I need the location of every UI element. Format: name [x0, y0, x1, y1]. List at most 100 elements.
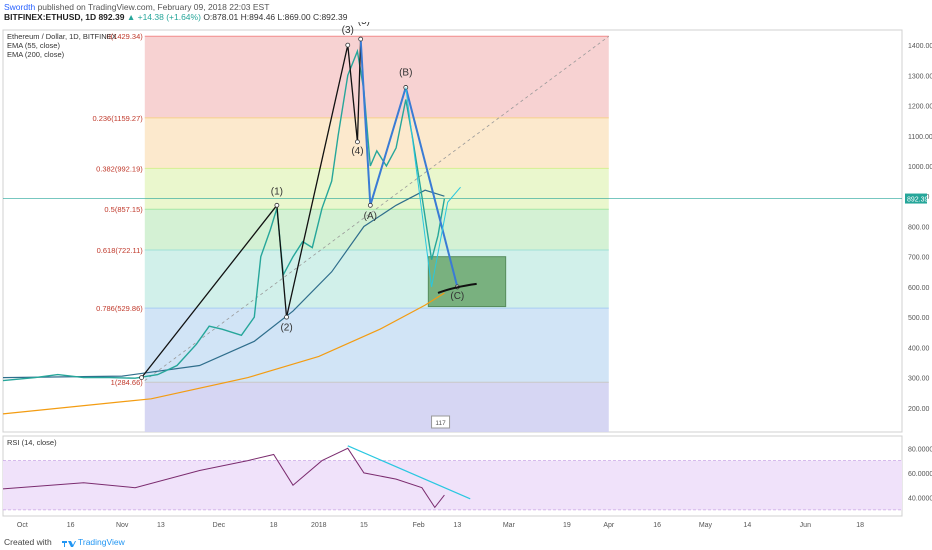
- wave-point: [139, 375, 144, 380]
- wave-label: (C): [450, 291, 464, 302]
- last-price-text: 892.39: [907, 197, 929, 204]
- y-tick-label: 200.00: [908, 406, 930, 413]
- fib-level-label: 0.5(857.15): [104, 205, 143, 214]
- fib-level-label: 1(284.66): [111, 378, 144, 387]
- x-tick-label: 13: [453, 522, 461, 529]
- published-text: published on TradingView.com, February 0…: [37, 2, 270, 12]
- x-tick-label: Jun: [800, 522, 811, 529]
- fib-level-label: 0(1429.34): [106, 32, 143, 41]
- wave-label: (4): [351, 146, 363, 157]
- rsi-trend-line: [347, 445, 471, 500]
- indicator-label: EMA (55, close): [7, 41, 60, 50]
- wave-point: [358, 36, 364, 42]
- indicator-label: EMA (200, close): [7, 50, 65, 59]
- x-tick-label: 18: [270, 522, 278, 529]
- tradingview-link[interactable]: TradingView: [62, 537, 125, 547]
- x-tick-label: Apr: [603, 522, 615, 529]
- wave-segment: [356, 39, 362, 142]
- fib-level-label: 0.618(722.11): [97, 246, 144, 255]
- y-tick-label: 1300.00: [908, 73, 932, 80]
- x-tick-label: Feb: [413, 522, 425, 529]
- x-tick-label: 16: [653, 522, 661, 529]
- price-change: ▲ +14.38 (+1.64%): [126, 12, 201, 22]
- wave-segment: [359, 39, 372, 206]
- x-tick-label: Mar: [503, 522, 516, 529]
- ema200-line: [2, 292, 445, 415]
- chart-title: Ethereum / Dollar, 1D, BITFINEX: [7, 32, 117, 41]
- fib-zone-bottom: [144, 382, 609, 432]
- fib-zone: [144, 308, 609, 383]
- wave-segment: [276, 205, 288, 318]
- wave-label: (2): [280, 323, 292, 334]
- publish-line: Swordth published on TradingView.com, Fe…: [4, 2, 269, 12]
- wave-label: (A): [364, 211, 377, 222]
- x-tick-label: 14: [743, 522, 751, 529]
- fib-level-label: 0.786(529.86): [96, 304, 143, 313]
- y-tick-label: 1200.00: [908, 104, 932, 111]
- fib-level-label: 0.236(1159.27): [92, 114, 143, 123]
- wave-segment: [285, 44, 349, 318]
- tradingview-brand: TradingView: [78, 537, 125, 547]
- fib-zone: [144, 250, 609, 309]
- fib-trend-line: [144, 36, 610, 381]
- fib-level-label: 0.382(992.19): [96, 164, 143, 173]
- wave-segment: [141, 204, 278, 378]
- chart-canvas[interactable]: 0(1429.34) 0.236(1159.27) 0.382(992.19) 0.5…: [0, 22, 932, 532]
- fib-zone: [144, 168, 609, 210]
- x-tick-label: May: [699, 522, 713, 529]
- fib-zone: [144, 209, 609, 251]
- author-link[interactable]: Swordth: [4, 2, 36, 12]
- wave-point: [284, 314, 289, 320]
- wave-point: [355, 139, 360, 145]
- x-tick-label: 16: [67, 522, 75, 529]
- y-tick-label: 500.00: [908, 315, 930, 322]
- symbol-quote: BITFINEX:ETHUSD, 1D 892.39: [4, 12, 125, 22]
- harmonic-pattern: [405, 87, 461, 288]
- fib-zone: [144, 117, 609, 169]
- y-tick-label: 1400.00: [908, 43, 932, 50]
- event-flag-label: 117: [435, 420, 446, 427]
- quote-line: BITFINEX:ETHUSD, 1D 892.39 ▲ +14.38 (+1.…: [4, 12, 347, 22]
- y-tick-label: 300.00: [908, 376, 930, 383]
- x-tick-label: 15: [360, 522, 368, 529]
- y-tick-label: 800.00: [908, 224, 930, 231]
- footer: Created with TradingView: [0, 533, 932, 550]
- ohlc-values: O:878.01 H:894.46 L:869.00 C:892.39: [203, 12, 348, 22]
- wave-point: [367, 202, 373, 208]
- y-tick-label: 400.00: [908, 345, 930, 352]
- chart-header: Swordth published on TradingView.com, Fe…: [0, 0, 932, 22]
- wave-label: (1): [271, 187, 283, 198]
- rsi-tick-label: 40.0000: [908, 496, 932, 503]
- x-tick-label: Nov: [116, 522, 129, 529]
- wave-segment: [347, 45, 359, 142]
- created-with-text: Created with: [4, 537, 52, 547]
- rsi-line: [2, 447, 445, 509]
- wave-point: [274, 202, 280, 208]
- wave-label: (5): [358, 22, 370, 27]
- tradingview-logo-icon: [62, 539, 76, 547]
- fib-zone: [144, 36, 609, 118]
- wave-segment: [404, 87, 459, 288]
- x-tick-label: Oct: [17, 522, 28, 529]
- wave-segment: [369, 87, 407, 206]
- x-tick-label: 13: [157, 522, 165, 529]
- x-tick-label: 19: [563, 522, 571, 529]
- rsi-band: [3, 460, 902, 510]
- event-flag: [431, 415, 451, 429]
- wave-label: (3): [342, 25, 354, 36]
- rsi-label: RSI (14, close): [7, 438, 57, 447]
- wave-point: [345, 42, 351, 48]
- last-price-tag: [905, 193, 927, 204]
- rsi-tick-label: 80.0000: [908, 446, 932, 453]
- x-tick-label: 2018: [311, 522, 327, 529]
- x-tick-label: Dec: [213, 522, 226, 529]
- y-tick-label: 700.00: [908, 255, 930, 262]
- y-tick-label: 1100.00: [908, 134, 932, 141]
- rsi-tick-label: 60.0000: [908, 471, 932, 478]
- projection-arc: [437, 282, 477, 294]
- x-tick-label: 18: [856, 522, 864, 529]
- target-zone-box: [427, 256, 507, 308]
- wave-label: (B): [399, 67, 412, 78]
- ema55-line: [2, 189, 445, 379]
- y-tick-label: 1000.00: [908, 164, 932, 171]
